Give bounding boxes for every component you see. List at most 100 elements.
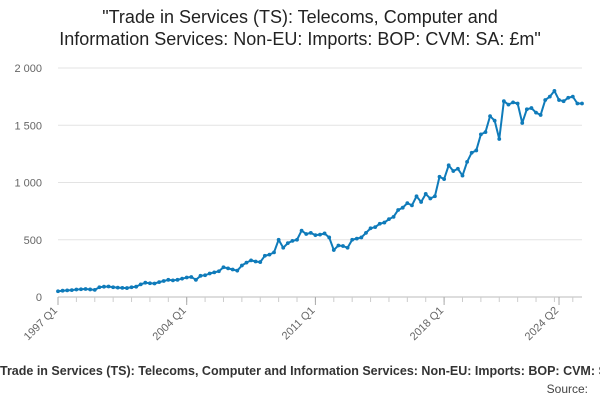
data-point — [262, 253, 267, 258]
data-point — [290, 238, 295, 243]
data-point — [446, 163, 451, 168]
data-point — [501, 99, 506, 104]
data-point — [552, 89, 557, 93]
x-tick-label-0: 1997 Q1 — [22, 305, 60, 343]
data-point — [570, 94, 575, 99]
data-point — [129, 285, 134, 290]
data-point — [354, 236, 359, 241]
data-point — [244, 260, 249, 265]
data-point — [216, 269, 221, 274]
data-point — [193, 277, 198, 282]
data-point — [341, 244, 345, 248]
x-tick-label-1: 2004 Q1 — [150, 305, 188, 343]
data-point — [534, 110, 538, 115]
data-point — [175, 277, 180, 282]
data-point — [469, 150, 474, 155]
data-point — [111, 285, 116, 290]
chart-title-line-1: "Trade in Services (TS): Telecoms, Compu… — [102, 7, 498, 27]
data-point — [249, 258, 253, 263]
data-point — [267, 252, 272, 257]
data-point — [336, 243, 341, 248]
data-point — [230, 267, 235, 272]
data-point — [203, 273, 207, 278]
data-point — [180, 276, 185, 281]
chart-title: "Trade in Services (TS): Telecoms, Compu… — [0, 6, 600, 50]
data-point — [276, 237, 281, 242]
data-point — [391, 214, 396, 219]
data-point — [299, 228, 304, 233]
data-point — [538, 113, 543, 117]
data-point — [120, 285, 125, 290]
data-point — [515, 101, 520, 106]
data-point — [102, 284, 106, 289]
data-point — [497, 137, 502, 141]
data-point — [373, 225, 378, 230]
data-point — [465, 159, 469, 164]
data-point — [295, 237, 299, 242]
data-point — [331, 248, 336, 252]
data-point — [442, 177, 447, 181]
legend: Trade in Services (TS): Telecoms, Comput… — [0, 364, 600, 382]
y-tick-label-0: 0 — [36, 292, 42, 304]
data-point — [492, 118, 497, 123]
data-point — [189, 275, 194, 279]
data-point — [488, 114, 492, 118]
data-point — [437, 174, 442, 179]
data-point — [557, 98, 561, 102]
data-point — [428, 196, 433, 201]
data-point — [198, 273, 203, 278]
data-point — [345, 245, 350, 250]
data-point — [359, 235, 364, 240]
data-point — [125, 286, 129, 290]
data-point — [115, 285, 120, 290]
data-point — [387, 217, 391, 222]
gridlines — [58, 67, 582, 298]
data-point — [451, 169, 456, 173]
data-point — [212, 270, 217, 275]
data-point — [69, 288, 74, 293]
data-point — [88, 287, 93, 292]
data-point — [433, 194, 437, 199]
data-point — [396, 208, 401, 212]
data-point — [134, 284, 139, 289]
data-point — [318, 232, 322, 237]
data-point — [138, 282, 143, 287]
data-point — [478, 132, 483, 137]
y-tick-label-3: 1 500 — [14, 120, 42, 132]
data-point — [377, 221, 382, 226]
data-point — [221, 265, 226, 270]
data-point — [322, 231, 327, 236]
data-point — [414, 194, 419, 199]
data-point — [92, 288, 97, 292]
series-layer — [56, 89, 584, 294]
data-point — [161, 279, 166, 283]
data-point — [529, 106, 534, 110]
data-point — [281, 245, 286, 250]
data-point — [235, 268, 240, 273]
data-point — [423, 192, 428, 196]
data-point — [543, 98, 548, 102]
data-point — [580, 101, 584, 106]
data-point — [419, 200, 424, 204]
data-point — [575, 101, 580, 106]
source-label: Source: — [546, 382, 588, 396]
data-point — [304, 232, 309, 236]
y-axis: 0 500 1 000 1 500 2 000 — [14, 63, 42, 304]
data-point — [272, 250, 276, 255]
data-point — [313, 233, 318, 238]
data-point — [171, 278, 175, 283]
x-tick-label-3: 2018 Q1 — [408, 305, 446, 343]
y-tick-label-2: 1 000 — [14, 178, 42, 190]
chart-title-line-2: Information Services: Non-EU: Imports: B… — [59, 29, 541, 49]
data-point — [56, 289, 60, 294]
data-point — [368, 226, 373, 231]
data-point — [285, 241, 290, 246]
data-point — [474, 148, 479, 153]
data-point — [511, 100, 515, 105]
legend-series-label: Trade in Services (TS): Telecoms, Comput… — [0, 364, 600, 378]
data-point — [184, 275, 189, 280]
data-point — [148, 281, 152, 286]
data-point — [207, 271, 212, 276]
data-point — [308, 230, 313, 235]
